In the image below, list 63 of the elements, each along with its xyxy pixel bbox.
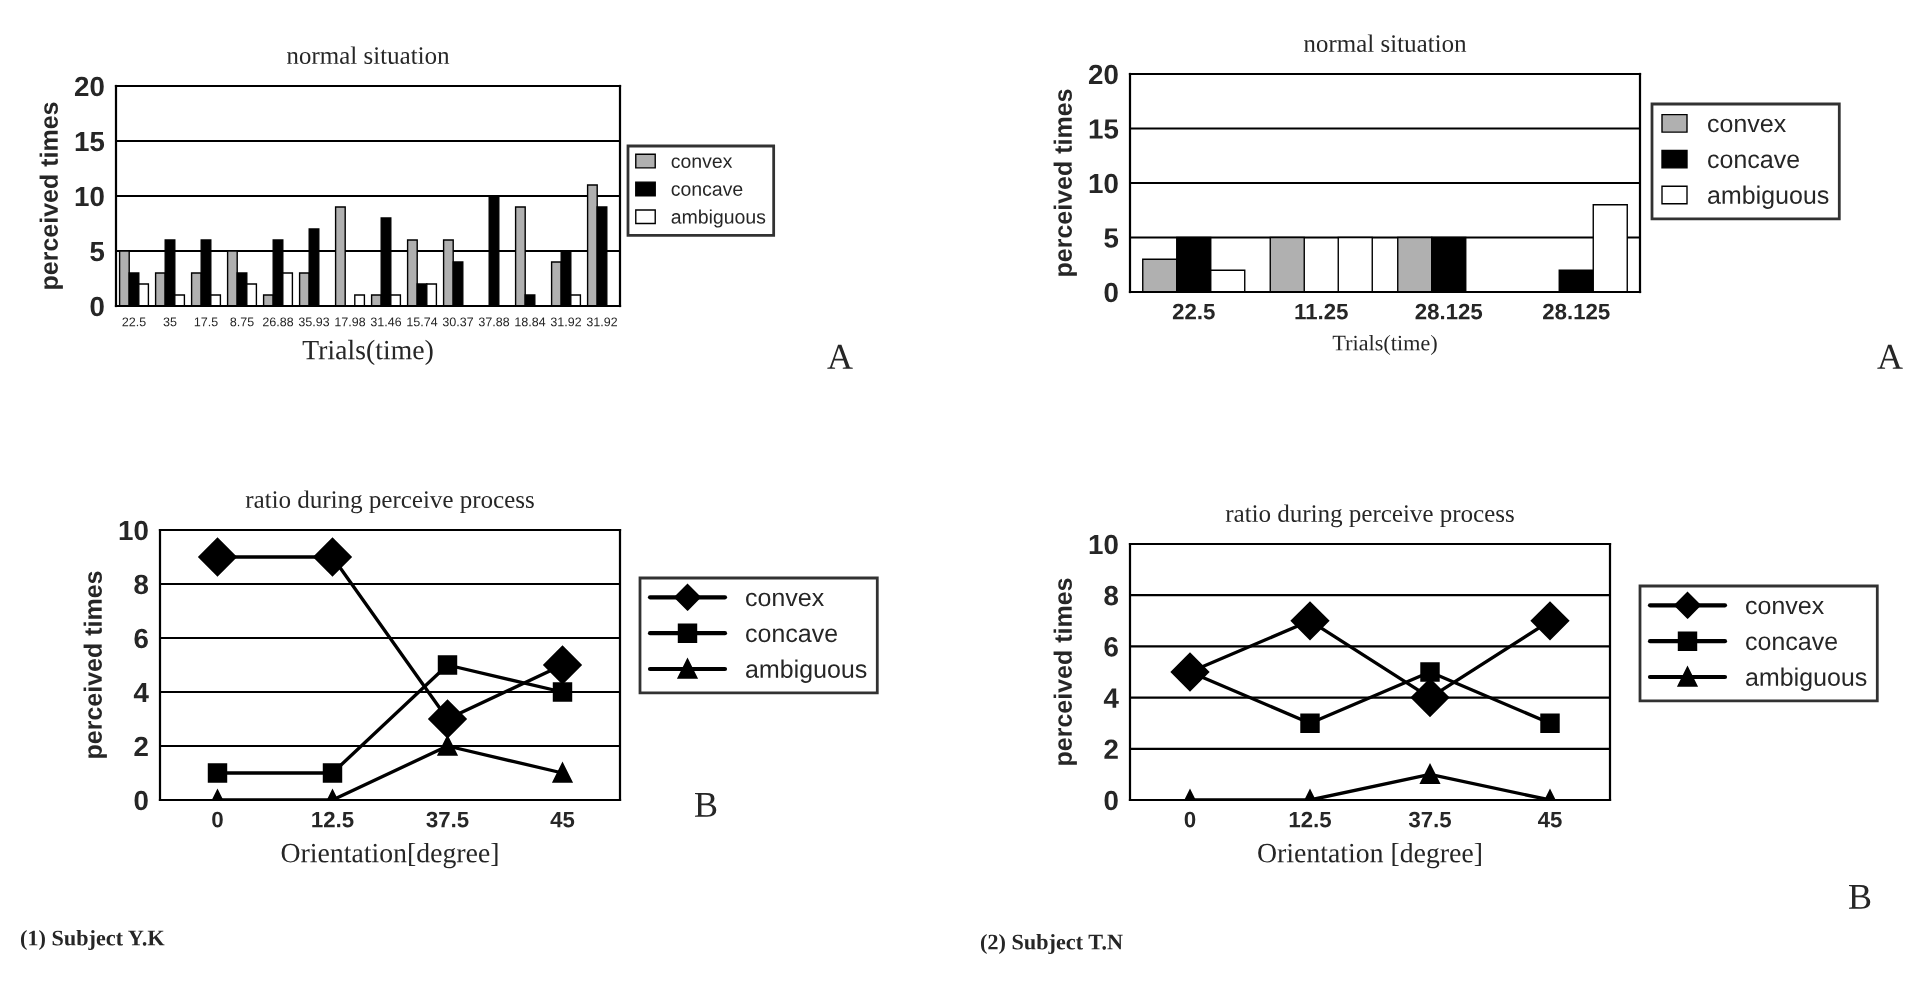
legend-label: convex (1746, 600, 1824, 615)
y-tick-label: 8 (134, 574, 149, 595)
y-tick-label: 20 (1088, 64, 1118, 85)
y-axis-title: perceived times (83, 571, 107, 758)
y-tick-label: 8 (1104, 585, 1119, 606)
x-tick-label: 11.25 (1295, 303, 1348, 320)
y-tick-label: 10 (1089, 534, 1118, 555)
x-tick-label: 45 (550, 811, 575, 828)
legend-label: convex (1708, 118, 1786, 133)
legend-label: concave (746, 628, 837, 643)
legend-label: ambiguous (671, 209, 766, 228)
x-tick-label: 37.5 (1408, 811, 1452, 828)
chart-title: ratio during perceive process (1225, 504, 1514, 528)
legend-label: ambiguous (1746, 667, 1867, 691)
x-tick-label: 0 (212, 811, 223, 828)
legend-label: ambiguous (746, 659, 867, 683)
y-tick-label: 6 (134, 628, 148, 649)
x-tick-label: 22.5 (1172, 303, 1215, 320)
x-tick-label: 12.5 (1289, 811, 1332, 828)
y-tick-label: 2 (1104, 739, 1118, 759)
x-axis-title: Orientation [degree] (1258, 842, 1481, 869)
y-tick-label: 4 (133, 682, 149, 703)
y-tick-label: 0 (134, 790, 148, 811)
legend-label: concave (1708, 154, 1799, 169)
y-tick-label: 10 (1089, 173, 1118, 194)
legend-label: concave (1746, 636, 1837, 651)
y-tick-label: 10 (119, 520, 148, 541)
chart-title: ratio during perceive process (245, 490, 534, 514)
x-axis-title: Orientation[degree] (281, 842, 498, 869)
text: B (694, 793, 717, 817)
x-tick-label: 37.5 (426, 811, 469, 828)
x-tick-label: 12.5 (312, 811, 354, 828)
y-tick-label: 5 (90, 241, 105, 262)
legend-label: concave (671, 185, 743, 196)
chart-title: normal situation (1303, 34, 1467, 53)
y-tick-label: 4 (1103, 688, 1119, 708)
x-axis-title: Trials(time) (302, 339, 433, 366)
legend-label: ambiguous (1708, 185, 1829, 209)
legend-label: convex (671, 157, 733, 169)
text: (2) Subject T.N (980, 933, 1123, 955)
y-tick-label: 15 (1089, 119, 1119, 139)
y-tick-label: 0 (1104, 282, 1118, 303)
y-tick-label: 10 (75, 186, 104, 207)
y-tick-label: 15 (75, 131, 105, 152)
x-tick-label: 45 (1537, 811, 1562, 828)
y-tick-label: 6 (1104, 637, 1118, 657)
text: A (1877, 344, 1903, 369)
x-axis-title: Trials(time) (1332, 334, 1437, 356)
y-tick-label: 2 (134, 736, 148, 757)
text: A (827, 344, 853, 369)
text: B (1848, 885, 1871, 909)
x-tick-label: 28.125 (1415, 303, 1483, 320)
y-axis-title: perceived times (1053, 89, 1077, 276)
y-axis-title: perceived times (1053, 578, 1077, 765)
y-tick-label: 0 (1104, 790, 1118, 811)
text: (1) Subject Y.K (20, 929, 165, 951)
y-tick-label: 20 (74, 76, 104, 97)
x-tick-label: 0 (1184, 811, 1196, 828)
x-tick-label: 28.125 (1543, 303, 1610, 320)
y-tick-label: 5 (1104, 228, 1119, 248)
chart-title: normal situation (286, 46, 450, 65)
legend-label: convex (746, 592, 824, 607)
y-axis-title: perceived times (39, 102, 63, 289)
